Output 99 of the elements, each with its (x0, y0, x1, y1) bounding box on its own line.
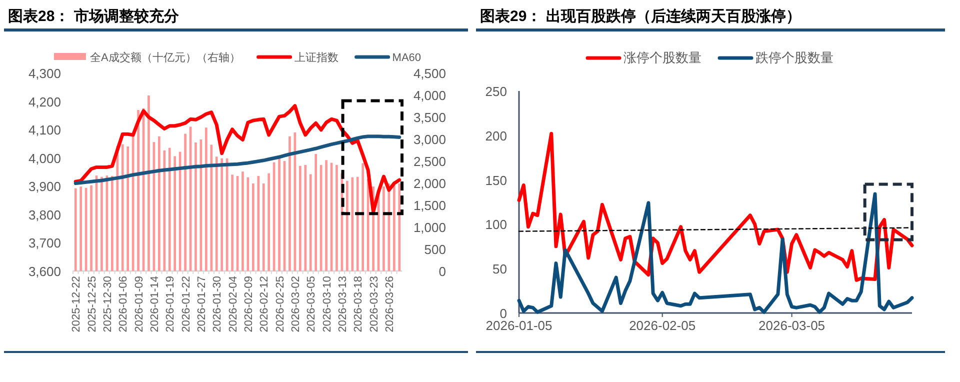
x-tick-label: 2026-01-14 (148, 276, 161, 332)
y-tick-label: 3,600 (28, 264, 61, 279)
x-tick-label: 2025-12-30 (102, 276, 114, 332)
line-series (74, 134, 402, 186)
chart-title: 图表29： 出现百股跌停（后连续两天百股涨停） (480, 8, 801, 25)
y2-tick-label: 500 (424, 242, 446, 257)
x-tick-label: 2026-02-05 (629, 318, 696, 333)
legend-label: MA60 (392, 52, 422, 64)
y2-tick-label: 3,000 (413, 132, 446, 147)
legend-label: 跌停个股数量 (756, 50, 834, 65)
x-tick-label: 2026-03-23 (368, 276, 380, 332)
bar (116, 146, 119, 271)
x-tick-label: 2026-03-18 (352, 276, 365, 332)
y2-tick-label: 4,500 (413, 66, 446, 81)
bar (110, 176, 114, 271)
y-tick-label: 4,200 (28, 94, 61, 110)
legend-label: 全A成交额（十亿元）（右轴） (90, 51, 240, 64)
y-tick-label: 4,100 (28, 122, 61, 138)
legend-label: 上证指数 (294, 51, 338, 64)
bar (309, 174, 312, 271)
bar (262, 183, 265, 271)
x-tick-label: 2026-03-10 (321, 276, 334, 332)
x-tick-label: 2026-02-09 (242, 276, 255, 332)
bar (137, 110, 140, 271)
y2-tick-label: 2,500 (413, 154, 446, 169)
x-tick-label: 2026-01-19 (164, 276, 177, 332)
bar (210, 144, 213, 271)
bar (268, 173, 270, 271)
bar (163, 150, 166, 271)
bar (356, 176, 359, 271)
x-tick-label: 2026-01-22 (180, 276, 192, 332)
y2-tick-label: 1,000 (413, 220, 446, 235)
bar (304, 164, 307, 271)
y-tick-label: 250 (485, 84, 507, 99)
x-tick-label: 2026-03-02 (290, 276, 302, 332)
bar (346, 180, 348, 271)
x-tick-label: 2026-02-25 (274, 276, 286, 332)
y-tick-label: 100 (485, 217, 507, 232)
y2-tick-label: 0 (438, 264, 446, 279)
bar (382, 186, 385, 271)
x-tick-label: 2026-01-09 (133, 276, 146, 332)
bar (215, 156, 218, 271)
bar (194, 142, 197, 271)
y-tick-label: 3,800 (28, 207, 61, 222)
bar (252, 183, 254, 271)
x-tick-label: 2025-12-25 (86, 276, 98, 332)
bar (121, 144, 124, 271)
x-tick-label: 2026-03-13 (336, 276, 349, 332)
y-tick-label: 150 (485, 172, 507, 188)
bar (184, 134, 186, 271)
bar (100, 176, 103, 271)
x-tick-label: 2025-12-22 (70, 276, 83, 332)
bar (398, 183, 401, 271)
bar (242, 172, 244, 271)
y-tick-label: 50 (492, 262, 507, 277)
bar (80, 186, 82, 271)
bar (362, 163, 364, 271)
bar (220, 158, 224, 271)
x-tick-label: 2026-03-05 (306, 276, 318, 332)
y2-tick-label: 3,500 (413, 110, 446, 125)
bar (351, 177, 354, 271)
bar (325, 160, 328, 271)
x-tick-label: 2026-01-30 (212, 276, 224, 332)
y-tick-label: 4,300 (28, 66, 61, 81)
bar (168, 148, 171, 271)
y-tick-label: 4,000 (28, 150, 61, 166)
x-tick-label: 2026-01-27 (196, 276, 208, 332)
y2-tick-label: 2,000 (413, 176, 446, 191)
bar (314, 154, 318, 271)
bar (392, 182, 396, 271)
x-tick-label: 2026-03-05 (758, 318, 826, 333)
y-tick-label: 0 (500, 306, 507, 321)
bar (148, 95, 150, 271)
line-series (74, 104, 402, 214)
x-tick-label: 2026-02-12 (258, 276, 271, 332)
bar (174, 156, 176, 271)
bar (158, 136, 160, 271)
line-series (517, 132, 914, 282)
x-tick-label: 2026-01-06 (118, 276, 130, 332)
y-tick-label: 3,700 (28, 236, 61, 251)
y-tick-label: 3,900 (28, 179, 61, 194)
bar (90, 185, 92, 271)
bar (231, 174, 234, 271)
bar (336, 164, 338, 271)
x-tick-label: 2026-02-04 (227, 276, 240, 332)
legend-label: 涨停个股数量 (624, 50, 702, 65)
x-tick-label: 2026-01-05 (486, 318, 552, 333)
bar (126, 146, 130, 271)
chart-title: 图表28： 市场调整较充分 (8, 7, 180, 25)
y-tick-label: 200 (485, 128, 507, 144)
bar (298, 166, 302, 271)
bar (257, 176, 260, 271)
y2-tick-label: 1,500 (413, 198, 446, 213)
y2-tick-label: 4,000 (413, 88, 446, 103)
bar (288, 136, 291, 271)
bar (204, 128, 208, 271)
bar (278, 158, 280, 271)
x-tick-label: 2026-03-26 (384, 276, 396, 332)
bar (74, 188, 77, 271)
